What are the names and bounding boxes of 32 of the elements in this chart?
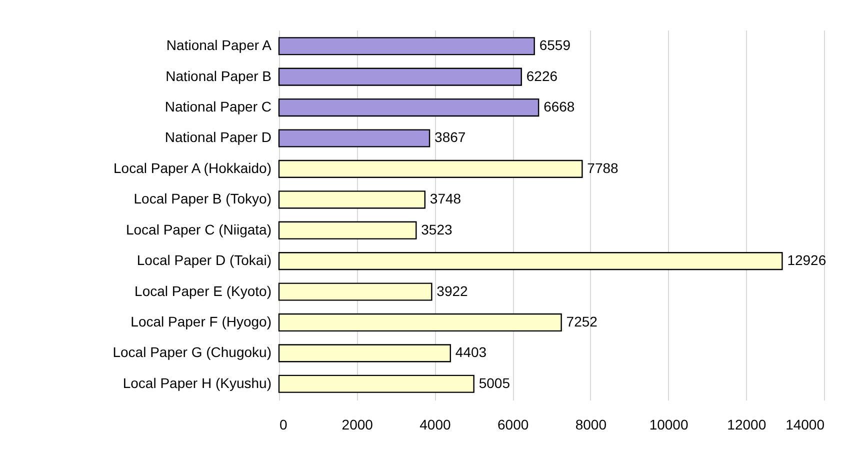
- data-label: 5005: [478, 374, 510, 391]
- x-tick-label: 2000: [342, 416, 374, 432]
- y-tick-label: Local Paper C (Niigata): [126, 221, 272, 238]
- data-label: 6668: [544, 98, 575, 115]
- data-label: 6559: [539, 37, 571, 54]
- y-tick-label: Local Paper F (Hyogo): [130, 313, 272, 330]
- x-tick-label: 6000: [497, 416, 529, 432]
- x-tick-label: 12000: [727, 416, 766, 432]
- y-tick-label: Local Paper B (Tokyo): [134, 190, 272, 207]
- data-label: 3523: [421, 221, 453, 238]
- y-tick-label: National Paper D: [164, 129, 272, 146]
- data-label: 3922: [436, 282, 468, 299]
- y-tick-label: National Paper C: [164, 98, 272, 115]
- x-tick-label: 8000: [575, 416, 607, 432]
- y-tick-label: Local Paper E (Kyoto): [134, 282, 272, 299]
- x-tick-label: 10000: [649, 416, 688, 432]
- data-label: 6226: [526, 68, 558, 84]
- data-label: 12926: [787, 252, 826, 268]
- y-tick-label: Local Paper D (Tokai): [136, 252, 272, 268]
- y-tick-label: Local Paper H (Kyushu): [122, 374, 272, 391]
- x-tick-label: 0: [280, 416, 288, 432]
- data-label: 3867: [434, 129, 466, 146]
- y-tick-label: Local Paper A (Hokkaido): [114, 160, 272, 176]
- y-tick-label: National Paper A: [166, 37, 272, 54]
- data-label: 7252: [566, 313, 598, 330]
- y-tick-label: Local Paper G (Chugoku): [112, 344, 272, 360]
- data-label: 7788: [587, 160, 619, 176]
- y-tick-label: National Paper B: [166, 68, 272, 84]
- x-tick-label: 4000: [420, 416, 451, 432]
- x-tick-label: 14000: [786, 416, 825, 432]
- data-label: 3748: [430, 190, 462, 207]
- data-label: 4403: [455, 344, 487, 360]
